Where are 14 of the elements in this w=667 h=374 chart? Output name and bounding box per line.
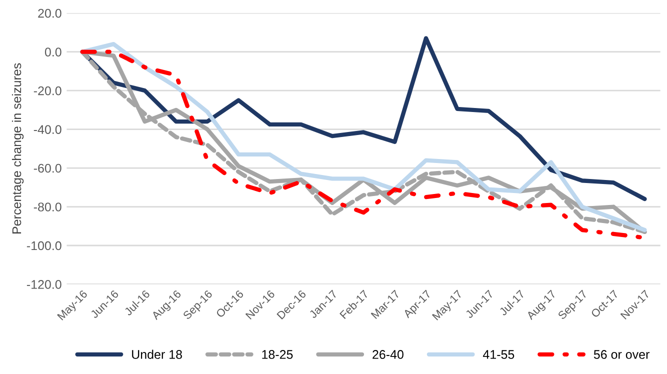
y-tick-label: 0.0	[44, 48, 62, 56]
y-tick-label: 20.0	[38, 8, 62, 18]
legend-label: 41-55	[482, 350, 514, 359]
legend-label: 26-40	[372, 350, 404, 359]
legend-label: 18-25	[262, 350, 293, 359]
y-tick-label: -20.0	[34, 86, 62, 96]
legend-label: Under 18	[132, 350, 182, 359]
y-tick-label: -40.0	[34, 125, 62, 134]
y-tick-label: -100.0	[26, 241, 62, 250]
legend-label: 56 or over	[594, 350, 650, 359]
y-tick-label: -60.0	[34, 164, 62, 173]
y-axis-title: Percentage change in seizures	[12, 63, 24, 234]
y-tick-label: -120.0	[26, 280, 62, 289]
y-tick-label: -80.0	[34, 202, 62, 212]
